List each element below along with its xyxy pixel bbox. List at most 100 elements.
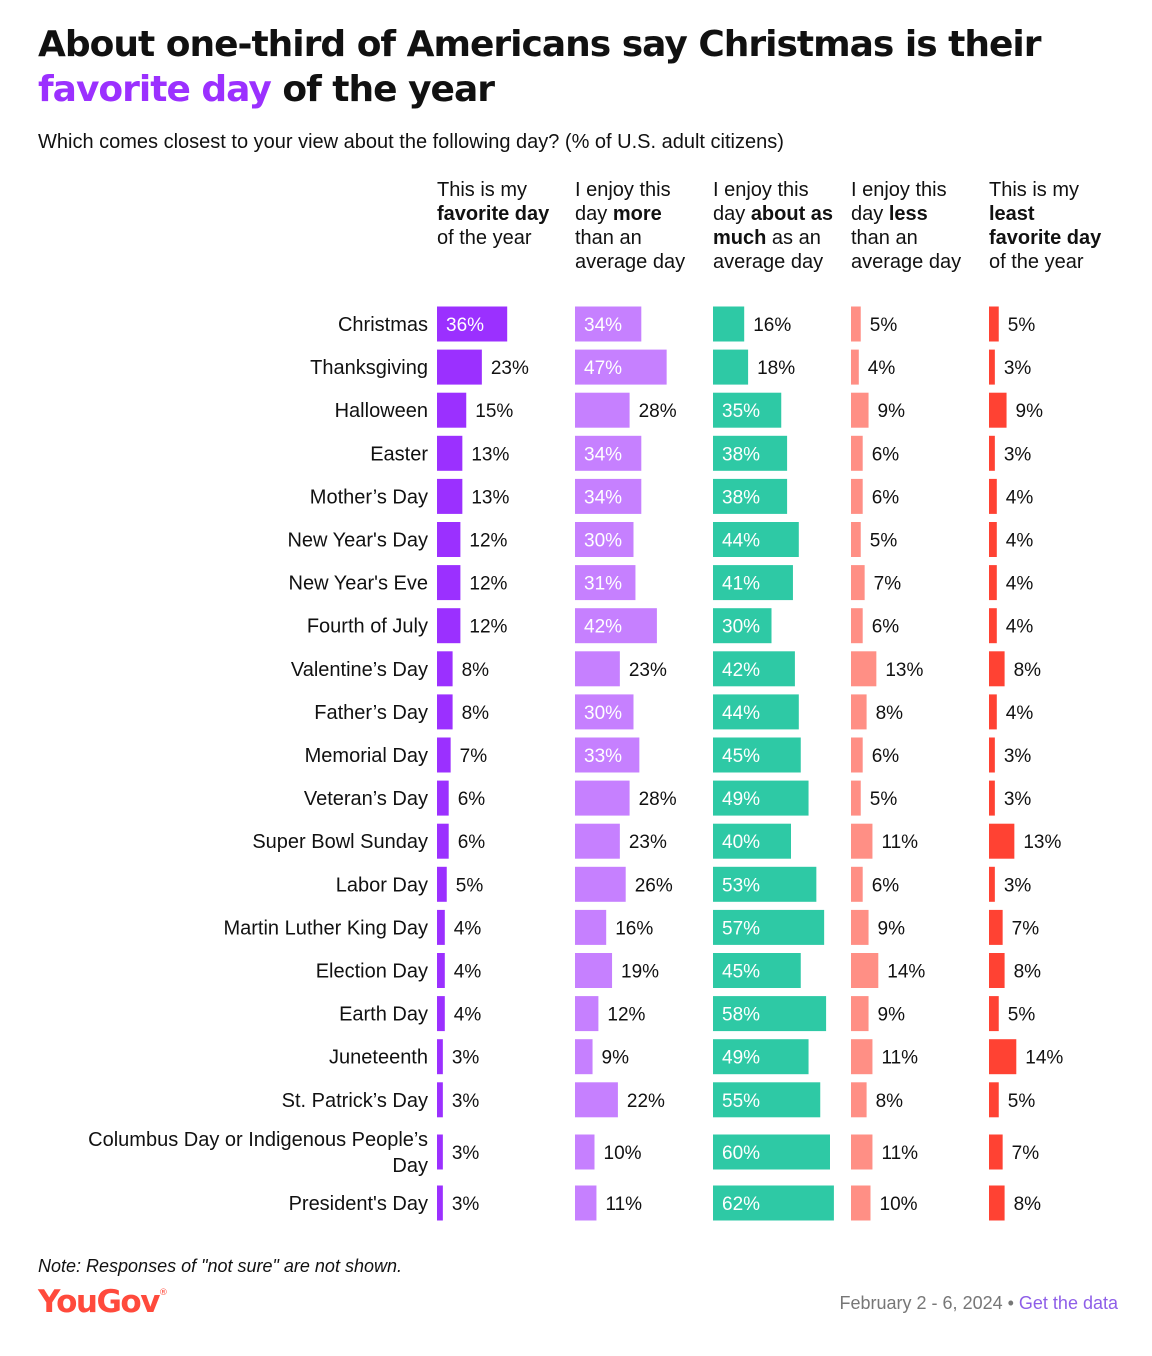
bar-less-labor-day [851,866,863,902]
bar-more-election-day [575,953,613,988]
data-label-least-favorite-father-s-day: 4% [1006,703,1034,724]
data-label-less-new-year-s-day: 5% [870,531,898,552]
bar-about-as-much-fourth-of-july [713,608,772,644]
data-label-favorite-memorial-day: 7% [460,746,488,767]
bar-about-as-much-father-s-day [713,694,799,730]
get-data-link[interactable]: Get the data [1018,1293,1118,1313]
data-label-more-thanksgiving: 47% [584,358,622,379]
bar-less-veteran-s-day [851,780,861,816]
bar-less-halloween [851,392,869,428]
bar-less-president-s-day [851,1185,871,1221]
data-label-least-favorite-halloween: 9% [1016,401,1044,422]
data-label-less-father-s-day: 8% [876,703,904,724]
bar-less-new-year-s-eve [851,565,865,601]
bar-more-juneteenth [575,1039,593,1075]
bar-favorite-easter [437,435,463,471]
category-label-easter: Easter [370,443,428,465]
bar-more-st-patrick-s-day [575,1082,618,1118]
category-label-halloween: Halloween [335,400,428,422]
bar-about-as-much-juneteenth [713,1039,809,1075]
bar-about-as-much-labor-day [713,866,817,902]
bar-about-as-much-thanksgiving [713,349,749,385]
bar-favorite-new-year-s-eve [437,565,461,601]
data-label-less-martin-luther-king-day: 9% [878,918,906,939]
category-label-mother-s-day: Mother’s Day [310,486,428,508]
data-label-more-fourth-of-july: 42% [584,617,622,638]
bar-favorite-memorial-day [437,737,451,773]
data-label-least-favorite-valentine-s-day: 8% [1014,660,1042,681]
bar-favorite-halloween [437,392,467,428]
category-label-fourth-of-july: Fourth of July [307,616,428,638]
data-label-less-memorial-day: 6% [872,746,900,767]
category-label-father-s-day: Father’s Day [314,702,428,724]
data-label-about-as-much-thanksgiving: 18% [757,358,795,379]
bar-favorite-juneteenth [437,1039,443,1075]
bar-less-fourth-of-july [851,608,863,644]
data-label-about-as-much-easter: 38% [722,444,760,465]
bar-least-favorite-st-patrick-s-day [989,1082,999,1118]
data-label-about-as-much-halloween: 35% [722,401,760,422]
data-label-less-labor-day: 6% [872,875,900,896]
data-label-least-favorite-new-year-s-day: 4% [1006,531,1034,552]
data-label-least-favorite-mother-s-day: 4% [1006,487,1034,508]
data-label-less-thanksgiving: 4% [868,358,896,379]
bar-more-christmas [575,306,642,342]
bar-about-as-much-halloween [713,392,782,428]
category-label-valentine-s-day: Valentine’s Day [291,659,428,681]
bar-favorite-christmas [437,306,508,342]
data-label-less-easter: 6% [872,444,900,465]
data-label-favorite-president-s-day: 3% [452,1194,480,1215]
data-label-less-valentine-s-day: 13% [885,660,923,681]
bar-more-labor-day [575,866,626,902]
data-label-about-as-much-columbus-day-or-indigenous-people-s-day: 60% [722,1143,760,1164]
bar-favorite-earth-day [437,996,445,1032]
data-label-least-favorite-columbus-day-or-indigenous-people-s-day: 7% [1012,1143,1040,1164]
data-label-about-as-much-veteran-s-day: 49% [722,789,760,810]
bar-least-favorite-halloween [989,392,1007,428]
bar-least-favorite-columbus-day-or-indigenous-people-s-day [989,1134,1003,1170]
bar-favorite-thanksgiving [437,349,482,385]
bar-more-halloween [575,392,630,428]
bar-more-columbus-day-or-indigenous-people-s-day [575,1134,595,1170]
bar-more-easter [575,435,642,471]
data-label-more-new-year-s-eve: 31% [584,574,622,595]
bar-more-president-s-day [575,1185,597,1221]
data-label-least-favorite-super-bowl-sunday: 13% [1023,832,1061,853]
bar-about-as-much-president-s-day [713,1185,834,1221]
bar-less-columbus-day-or-indigenous-people-s-day [851,1134,873,1170]
bar-less-father-s-day [851,694,867,730]
data-label-favorite-super-bowl-sunday: 6% [458,832,486,853]
bar-least-favorite-thanksgiving [989,349,995,385]
data-label-more-super-bowl-sunday: 23% [629,832,667,853]
data-label-less-halloween: 9% [878,401,906,422]
bar-favorite-st-patrick-s-day [437,1082,443,1118]
column-header-about-as-much: I enjoy this day about as much as an ave… [713,179,834,273]
data-label-favorite-christmas: 36% [446,315,484,336]
data-label-more-juneteenth: 9% [602,1048,630,1069]
bar-about-as-much-mother-s-day [713,478,788,514]
data-label-about-as-much-labor-day: 53% [722,875,760,896]
category-label-president-s-day: President's Day [289,1193,428,1215]
chart-title: About one-third of Americans say Christm… [38,22,1118,112]
data-label-favorite-fourth-of-july: 12% [469,617,507,638]
bar-least-favorite-super-bowl-sunday [989,823,1015,859]
data-label-more-valentine-s-day: 23% [629,660,667,681]
bar-favorite-super-bowl-sunday [437,823,449,859]
bar-more-new-year-s-day [575,522,634,557]
data-label-favorite-columbus-day-or-indigenous-people-s-day: 3% [452,1143,480,1164]
bar-about-as-much-valentine-s-day [713,651,795,687]
category-label-new-year-s-eve: New Year's Eve [289,573,428,595]
data-label-favorite-veteran-s-day: 6% [458,789,486,810]
data-label-less-fourth-of-july: 6% [872,617,900,638]
bar-more-fourth-of-july [575,608,657,644]
title-highlight: favorite day [38,69,272,110]
data-label-about-as-much-st-patrick-s-day: 55% [722,1091,760,1112]
bar-least-favorite-fourth-of-july [989,608,997,644]
bar-less-super-bowl-sunday [851,823,873,859]
data-label-more-labor-day: 26% [635,875,673,896]
chart-note: Note: Responses of "not sure" are not sh… [38,1256,402,1276]
data-label-favorite-labor-day: 5% [456,875,484,896]
bar-more-martin-luther-king-day [575,909,607,945]
data-label-favorite-martin-luther-king-day: 4% [454,918,482,939]
bar-about-as-much-columbus-day-or-indigenous-people-s-day [713,1134,830,1170]
